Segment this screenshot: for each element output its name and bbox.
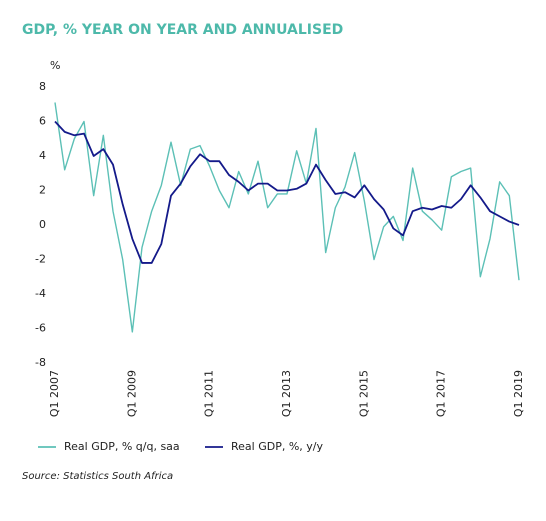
y-tick-label: -6 bbox=[35, 322, 46, 335]
chart-title: GDP, % YEAR ON YEAR AND ANNUALISED bbox=[22, 22, 343, 38]
x-tick-label: Q1 2013 bbox=[280, 370, 293, 417]
series-line bbox=[54, 102, 520, 333]
x-tick-label: Q1 2009 bbox=[125, 370, 138, 417]
y-tick-label: -2 bbox=[35, 253, 46, 266]
x-tick-label: Q1 2017 bbox=[435, 370, 448, 417]
y-tick-label: -4 bbox=[35, 287, 46, 300]
legend-label: Real GDP, %, y/y bbox=[231, 440, 323, 453]
y-tick-label: 8 bbox=[39, 80, 46, 93]
x-tick-label: Q1 2019 bbox=[512, 370, 525, 417]
y-tick-label: 0 bbox=[39, 218, 46, 231]
y-tick-label: 2 bbox=[39, 184, 46, 197]
y-tick-label: -8 bbox=[35, 356, 46, 369]
y-axis-label: % bbox=[50, 59, 60, 72]
y-tick-label: 4 bbox=[39, 149, 46, 162]
x-tick-label: Q1 2007 bbox=[48, 370, 61, 417]
y-tick-label: 6 bbox=[39, 115, 46, 128]
legend-label: Real GDP, % q/q, saa bbox=[64, 440, 180, 453]
source: Source: Statistics South Africa bbox=[22, 471, 173, 482]
x-tick-label: Q1 2011 bbox=[203, 370, 216, 417]
x-tick-label: Q1 2015 bbox=[357, 370, 370, 417]
series-line bbox=[54, 120, 520, 264]
